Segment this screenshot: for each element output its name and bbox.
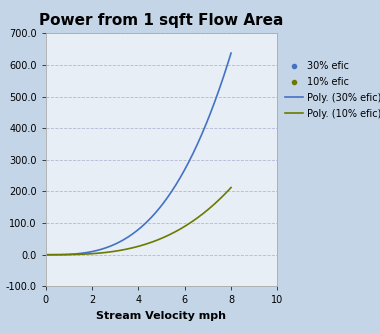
- Title: Power from 1 sqft Flow Area: Power from 1 sqft Flow Area: [39, 13, 284, 28]
- X-axis label: Stream Velocity mph: Stream Velocity mph: [97, 311, 226, 321]
- Poly. (10% efic): [157, 237, 162, 241]
- Poly. (30% efic): [44, 253, 49, 257]
- Line: Poly. (30% efic): Poly. (30% efic): [46, 53, 231, 255]
- Poly. (10% efic): [153, 239, 158, 243]
- Poly. (10% efic): [211, 203, 216, 207]
- Poly. (30% efic): [157, 206, 162, 210]
- Poly. (10% efic): [43, 253, 48, 257]
- Poly. (30% efic): [43, 253, 48, 257]
- Poly. (30% efic): [153, 211, 158, 215]
- Poly. (30% efic): [154, 210, 158, 214]
- Legend: 30% efic, 10% efic, Poly. (30% efic), Poly. (10% efic): 30% efic, 10% efic, Poly. (30% efic), Po…: [282, 58, 380, 122]
- Poly. (10% efic): [229, 185, 233, 189]
- Poly. (30% efic): [229, 51, 233, 55]
- Poly. (30% efic): [200, 132, 204, 136]
- Line: Poly. (10% efic): Poly. (10% efic): [46, 187, 231, 255]
- Y-axis label: Watts: Watts: [0, 144, 3, 175]
- Poly. (30% efic): [211, 103, 216, 107]
- Poly. (10% efic): [154, 238, 158, 242]
- Poly. (10% efic): [200, 212, 204, 216]
- Poly. (10% efic): [44, 253, 49, 257]
